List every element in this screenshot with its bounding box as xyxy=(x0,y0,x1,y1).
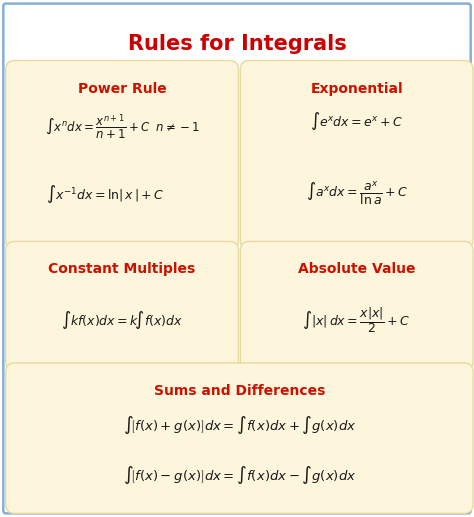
Text: $\int\!\left[f(x)+g(x)\right]dx = \int f(x)dx+\int g(x)dx$: $\int\!\left[f(x)+g(x)\right]dx = \int f… xyxy=(123,414,356,436)
Text: Power Rule: Power Rule xyxy=(78,82,166,96)
FancyBboxPatch shape xyxy=(240,241,473,371)
FancyBboxPatch shape xyxy=(6,241,238,371)
Text: $\int\!\left[f(x)-g(x)\right]dx = \int f(x)dx-\int g(x)dx$: $\int\!\left[f(x)-g(x)\right]dx = \int f… xyxy=(123,464,356,486)
Text: Absolute Value: Absolute Value xyxy=(298,262,415,276)
Text: $\int x^{n}dx = \dfrac{x^{n+1}}{n+1}+C \;\; n \neq -1$: $\int x^{n}dx = \dfrac{x^{n+1}}{n+1}+C \… xyxy=(45,113,200,143)
Text: $\int |x|\,dx = \dfrac{x|x|}{2}+C$: $\int |x|\,dx = \dfrac{x|x|}{2}+C$ xyxy=(302,305,411,334)
Text: $\int e^{x}dx = e^{x}+C$: $\int e^{x}dx = e^{x}+C$ xyxy=(310,110,403,132)
FancyBboxPatch shape xyxy=(3,4,471,513)
Text: $\int x^{-1}dx = \ln|\,x\,|+C$: $\int x^{-1}dx = \ln|\,x\,|+C$ xyxy=(46,184,164,205)
Text: Rules for Integrals: Rules for Integrals xyxy=(128,34,346,54)
Text: Sums and Differences: Sums and Differences xyxy=(154,384,325,398)
Text: Exponential: Exponential xyxy=(310,82,403,96)
FancyBboxPatch shape xyxy=(6,363,473,513)
Text: $\int kf(x)dx = k\!\int f(x)dx$: $\int kf(x)dx = k\!\int f(x)dx$ xyxy=(61,309,183,331)
FancyBboxPatch shape xyxy=(6,60,238,250)
FancyBboxPatch shape xyxy=(240,60,473,250)
Text: $\int a^{x}dx = \dfrac{a^{x}}{\ln a}+C$: $\int a^{x}dx = \dfrac{a^{x}}{\ln a}+C$ xyxy=(306,179,408,207)
Text: Constant Multiples: Constant Multiples xyxy=(48,262,196,276)
